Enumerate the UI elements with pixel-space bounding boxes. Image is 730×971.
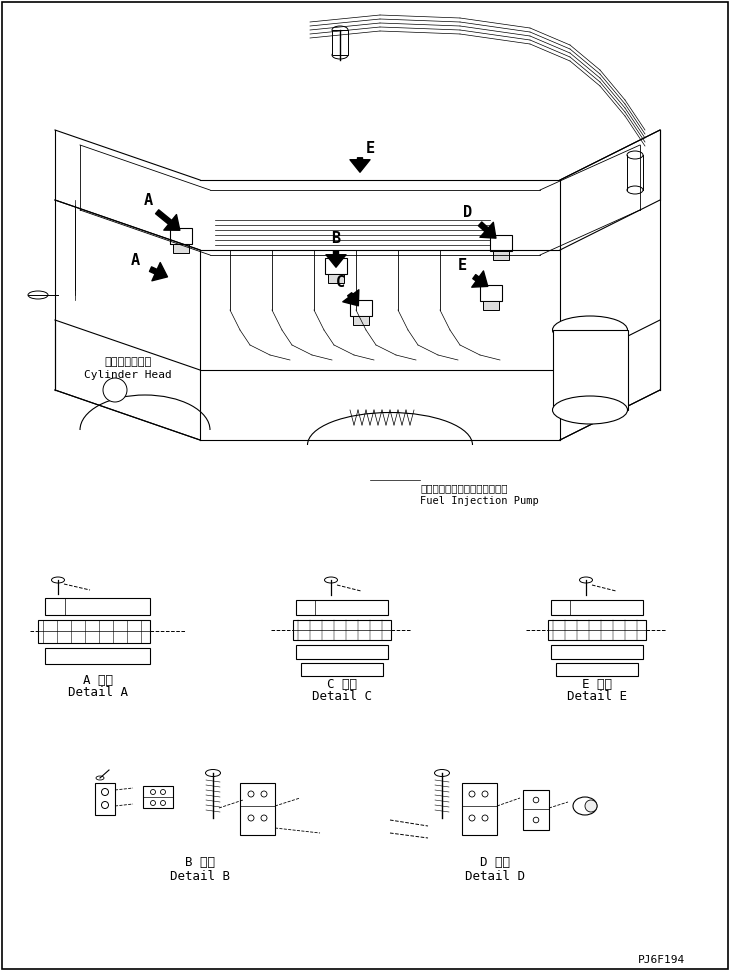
Bar bbox=[38, 620, 150, 643]
Text: Detail A: Detail A bbox=[68, 686, 128, 699]
Bar bbox=[328, 274, 344, 283]
Bar bbox=[240, 783, 275, 835]
Circle shape bbox=[469, 815, 475, 821]
Ellipse shape bbox=[206, 769, 220, 777]
Text: Fuel Injection Pump: Fuel Injection Pump bbox=[420, 496, 539, 506]
Ellipse shape bbox=[332, 26, 348, 34]
Bar bbox=[173, 244, 189, 253]
Ellipse shape bbox=[553, 316, 628, 344]
Ellipse shape bbox=[434, 769, 450, 777]
Bar bbox=[95, 783, 115, 815]
Text: Detail B: Detail B bbox=[170, 869, 230, 883]
Text: C: C bbox=[336, 275, 345, 289]
Circle shape bbox=[161, 789, 166, 794]
Bar bbox=[170, 228, 192, 244]
Text: E: E bbox=[366, 141, 374, 155]
Text: A: A bbox=[143, 192, 153, 208]
Ellipse shape bbox=[573, 797, 597, 815]
Bar bbox=[325, 258, 347, 274]
Circle shape bbox=[261, 815, 267, 821]
Bar bbox=[45, 648, 150, 664]
Circle shape bbox=[261, 791, 267, 797]
Text: E: E bbox=[458, 257, 466, 273]
Bar bbox=[551, 600, 643, 615]
Circle shape bbox=[161, 800, 166, 806]
Ellipse shape bbox=[627, 186, 643, 194]
Text: PJ6F194: PJ6F194 bbox=[638, 955, 685, 965]
Text: C 詳細: C 詳細 bbox=[327, 678, 357, 690]
Text: E 詳細: E 詳細 bbox=[582, 678, 612, 690]
Circle shape bbox=[469, 791, 475, 797]
Bar bbox=[293, 620, 391, 640]
Ellipse shape bbox=[96, 776, 104, 780]
Circle shape bbox=[248, 815, 254, 821]
Bar bbox=[143, 786, 173, 808]
Bar bbox=[332, 30, 348, 55]
Text: Detail D: Detail D bbox=[465, 869, 525, 883]
Bar bbox=[480, 285, 502, 301]
Circle shape bbox=[101, 801, 109, 809]
Text: B 詳細: B 詳細 bbox=[185, 856, 215, 869]
Bar bbox=[301, 663, 383, 676]
Bar bbox=[353, 316, 369, 325]
Ellipse shape bbox=[52, 577, 64, 583]
Ellipse shape bbox=[627, 151, 643, 159]
Bar bbox=[551, 645, 643, 659]
Text: Detail E: Detail E bbox=[567, 690, 627, 704]
Ellipse shape bbox=[332, 51, 348, 59]
Text: Detail C: Detail C bbox=[312, 690, 372, 704]
Circle shape bbox=[248, 791, 254, 797]
Bar bbox=[553, 330, 628, 410]
Text: D: D bbox=[464, 205, 472, 219]
Ellipse shape bbox=[325, 577, 337, 583]
Circle shape bbox=[150, 800, 155, 806]
Circle shape bbox=[482, 791, 488, 797]
Bar bbox=[350, 300, 372, 316]
Text: A 詳細: A 詳細 bbox=[83, 674, 113, 686]
Circle shape bbox=[103, 378, 127, 402]
Bar bbox=[296, 600, 388, 615]
Bar bbox=[556, 663, 638, 676]
Text: フェルインジェクションポンプ: フェルインジェクションポンプ bbox=[420, 483, 507, 493]
Bar bbox=[493, 251, 509, 260]
Ellipse shape bbox=[580, 577, 593, 583]
Text: シリンダヘッド: シリンダヘッド bbox=[104, 357, 152, 367]
Text: A: A bbox=[131, 252, 139, 267]
Text: Cylinder Head: Cylinder Head bbox=[84, 370, 172, 380]
Bar bbox=[548, 620, 646, 640]
Circle shape bbox=[533, 797, 539, 803]
Ellipse shape bbox=[585, 800, 597, 812]
Bar bbox=[462, 783, 497, 835]
Ellipse shape bbox=[553, 396, 628, 424]
Bar bbox=[296, 645, 388, 659]
Bar bbox=[490, 235, 512, 251]
Bar bbox=[45, 598, 150, 615]
Ellipse shape bbox=[28, 291, 48, 299]
Text: D 詳細: D 詳細 bbox=[480, 856, 510, 869]
Circle shape bbox=[482, 815, 488, 821]
Circle shape bbox=[150, 789, 155, 794]
Circle shape bbox=[533, 818, 539, 822]
Bar bbox=[523, 790, 549, 830]
Bar bbox=[483, 301, 499, 310]
Text: B: B bbox=[331, 230, 341, 246]
Circle shape bbox=[101, 788, 109, 795]
